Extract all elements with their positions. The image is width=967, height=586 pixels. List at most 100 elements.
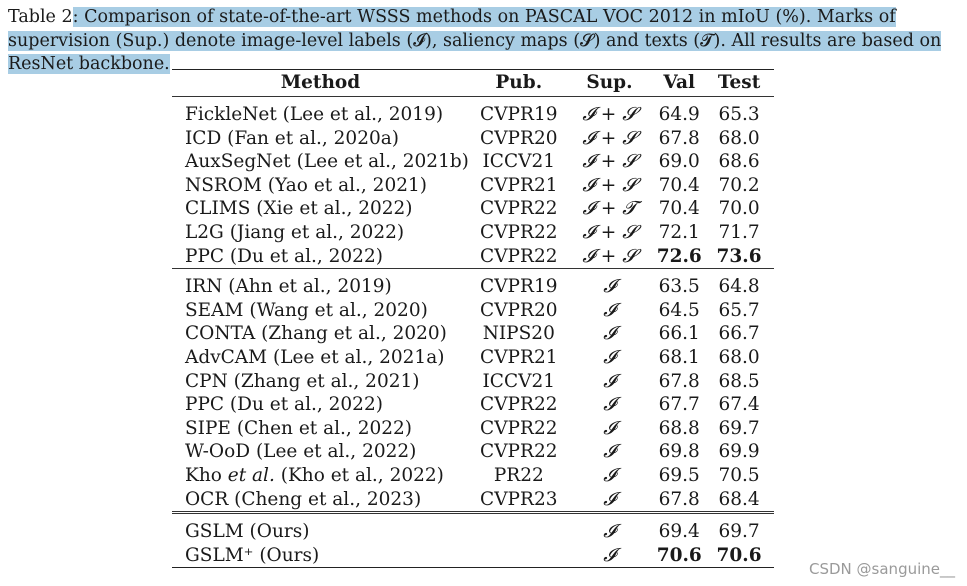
cell-test: 69.7 <box>718 417 760 439</box>
cell-pub: CVPR22 <box>480 198 558 220</box>
cell-sup: 𝓘 <box>603 441 616 463</box>
results-table-container: Method Pub. Sup. Val Test FickleNet (Lee… <box>172 69 774 569</box>
cell-sup: 𝓘 <box>603 299 616 321</box>
cell-val: 68.8 <box>658 417 700 439</box>
cell-test: 64.8 <box>708 268 774 299</box>
cell-val: 67.7 <box>658 394 700 416</box>
cell-pub: CVPR22 <box>480 221 558 243</box>
caption-prefix: Table 2 <box>8 7 73 27</box>
table-row: SIPE (Chen et al., 2022) CVPR22 𝓘 68.8 69.7 <box>172 417 774 441</box>
cell-method: ICD (Fan et al., 2020a) <box>185 127 399 149</box>
cell-method: CLIMS (Xie et al., 2022) <box>185 198 413 220</box>
table-row: CPN (Zhang et al., 2021) ICCV21 𝓘 67.8 68.5 <box>172 370 774 394</box>
table-row: NSROM (Yao et al., 2021) CVPR21 𝓘 + 𝓢 70.4 7… <box>172 174 774 198</box>
cell-test: 70.2 <box>718 174 760 196</box>
table-caption: Table 2: Comparison of state-of-the-art … <box>8 6 958 77</box>
table-row: W-OoD (Lee et al., 2022) CVPR22 𝓘 69.8 69.9 <box>172 440 774 464</box>
cell-pub: CVPR23 <box>480 488 558 510</box>
cell-pub: CVPR19 <box>480 104 558 125</box>
cell-pub: CVPR20 <box>480 127 558 149</box>
caption-text: : Comparison of state-of-the-art WSSS me… <box>8 7 942 74</box>
cell-test: 68.5 <box>718 370 760 392</box>
table-row: PPC (Du et al., 2022) CVPR22 𝓘 + 𝓢 72.6 73.6 <box>172 245 774 269</box>
cell-method: SEAM (Wang et al., 2020) <box>185 299 428 321</box>
cell-method: PPC (Du et al., 2022) <box>185 245 383 267</box>
cell-pub <box>468 511 569 544</box>
table-row: SEAM (Wang et al., 2020) CVPR20 𝓘 64.5 65.7 <box>172 299 774 323</box>
cell-sup: 𝓘 <box>603 464 616 486</box>
header-val: Val <box>650 69 709 97</box>
cell-val: 70.6 <box>650 543 709 569</box>
cell-val: 68.1 <box>658 346 700 368</box>
cell-pub: CVPR22 <box>480 417 558 439</box>
cell-sup: 𝓘 <box>603 323 616 345</box>
cell-val: 66.1 <box>658 323 700 345</box>
header-test: Test <box>708 69 774 97</box>
cell-test: 70.0 <box>718 198 760 220</box>
cell-sup: 𝓘 + 𝓢 <box>582 104 637 125</box>
cell-test: 68.0 <box>718 346 760 368</box>
cell-method: OCR (Cheng et al., 2023) <box>185 488 422 510</box>
table-row: GSLM⁺ (Ours) 𝓘 70.6 70.6 <box>172 543 774 569</box>
cell-method: GSLM (Ours) <box>172 511 469 544</box>
cell-sup: 𝓘 <box>603 370 616 392</box>
cell-val: 67.8 <box>658 370 700 392</box>
cell-test: 68.4 <box>718 488 760 510</box>
cell-test: 70.5 <box>718 464 760 486</box>
cell-test: 68.0 <box>718 127 760 149</box>
cell-sup: 𝓘 <box>568 268 651 299</box>
cell-pub: ICCV21 <box>482 151 556 173</box>
cell-pub: CVPR19 <box>468 268 569 299</box>
cell-sup: 𝓘 <box>568 543 651 569</box>
cell-pub: CVPR22 <box>480 441 558 463</box>
cell-val: 70.4 <box>658 174 700 196</box>
cell-sup: 𝓘 <box>603 394 616 416</box>
cell-val: 64.9 <box>658 104 700 125</box>
cell-sup: 𝓘 + 𝓢 <box>582 151 637 173</box>
cell-test: 65.3 <box>718 104 760 125</box>
table-row: CLIMS (Xie et al., 2022) CVPR22 𝓘 + 𝓣 70.4 7… <box>172 197 774 221</box>
cell-method: AdvCAM (Lee et al., 2021a) <box>185 346 445 368</box>
cell-sup: 𝓘 + 𝓣 <box>582 198 637 220</box>
cell-pub: CVPR22 <box>480 394 558 416</box>
table-row: GSLM (Ours) 𝓘 69.4 69.7 <box>172 511 774 544</box>
cell-method: L2G (Jiang et al., 2022) <box>185 221 405 243</box>
cell-method: CPN (Zhang et al., 2021) <box>185 370 420 392</box>
cell-test: 68.6 <box>718 151 760 173</box>
cell-sup: 𝓘 <box>568 511 651 544</box>
table-row: L2G (Jiang et al., 2022) CVPR22 𝓘 + 𝓢 72.1 7… <box>172 221 774 245</box>
table-row: OCR (Cheng et al., 2023) CVPR23 𝓘 67.8 68.4 <box>172 488 774 513</box>
cell-val: 64.5 <box>658 299 700 321</box>
cell-test: 70.6 <box>708 543 774 569</box>
cell-test: 65.7 <box>718 299 760 321</box>
table-header-row: Method Pub. Sup. Val Test <box>172 69 774 97</box>
table-row: FickleNet (Lee et al., 2019) CVPR19 𝓘 + 𝓢 6… <box>172 97 774 127</box>
cell-method: Kho et al. (Kho et al., 2022) <box>185 464 444 486</box>
cell-method: PPC (Du et al., 2022) <box>185 394 383 416</box>
cell-sup: 𝓘 + 𝓢 <box>582 245 637 267</box>
cell-val: 63.5 <box>650 268 709 299</box>
cell-pub: CVPR21 <box>480 346 558 368</box>
cell-test: 67.4 <box>718 394 760 416</box>
cell-val: 67.8 <box>658 127 700 149</box>
cell-val: 70.4 <box>658 198 700 220</box>
cell-pub: CVPR20 <box>480 299 558 321</box>
cell-val: 69.5 <box>658 464 700 486</box>
cell-val: 72.6 <box>656 245 702 267</box>
table-row: Kho et al. (Kho et al., 2022) PR22 𝓘 69.5 70… <box>172 464 774 488</box>
cell-sup: 𝓘 <box>603 346 616 368</box>
table-row: PPC (Du et al., 2022) CVPR22 𝓘 67.7 67.4 <box>172 393 774 417</box>
header-method: Method <box>172 69 469 97</box>
cell-val: 69.8 <box>658 441 700 463</box>
cell-method: AuxSegNet (Lee et al., 2021b) <box>185 151 469 173</box>
cell-pub: NIPS20 <box>482 323 555 345</box>
table-row: IRN (Ahn et al., 2019) CVPR19 𝓘 63.5 64.8 <box>172 268 774 299</box>
cell-test: 69.9 <box>718 441 760 463</box>
cell-method: GSLM⁺ (Ours) <box>172 543 469 569</box>
table-row: CONTA (Zhang et al., 2020) NIPS20 𝓘 66.1 66.… <box>172 322 774 346</box>
cell-pub: ICCV21 <box>482 370 556 392</box>
table-row: AuxSegNet (Lee et al., 2021b) ICCV21 𝓘 + 𝓢… <box>172 150 774 174</box>
cell-method: FickleNet (Lee et al., 2019) <box>185 104 444 125</box>
cell-method: IRN (Ahn et al., 2019) <box>172 268 469 299</box>
cell-method: SIPE (Chen et al., 2022) <box>185 417 412 439</box>
